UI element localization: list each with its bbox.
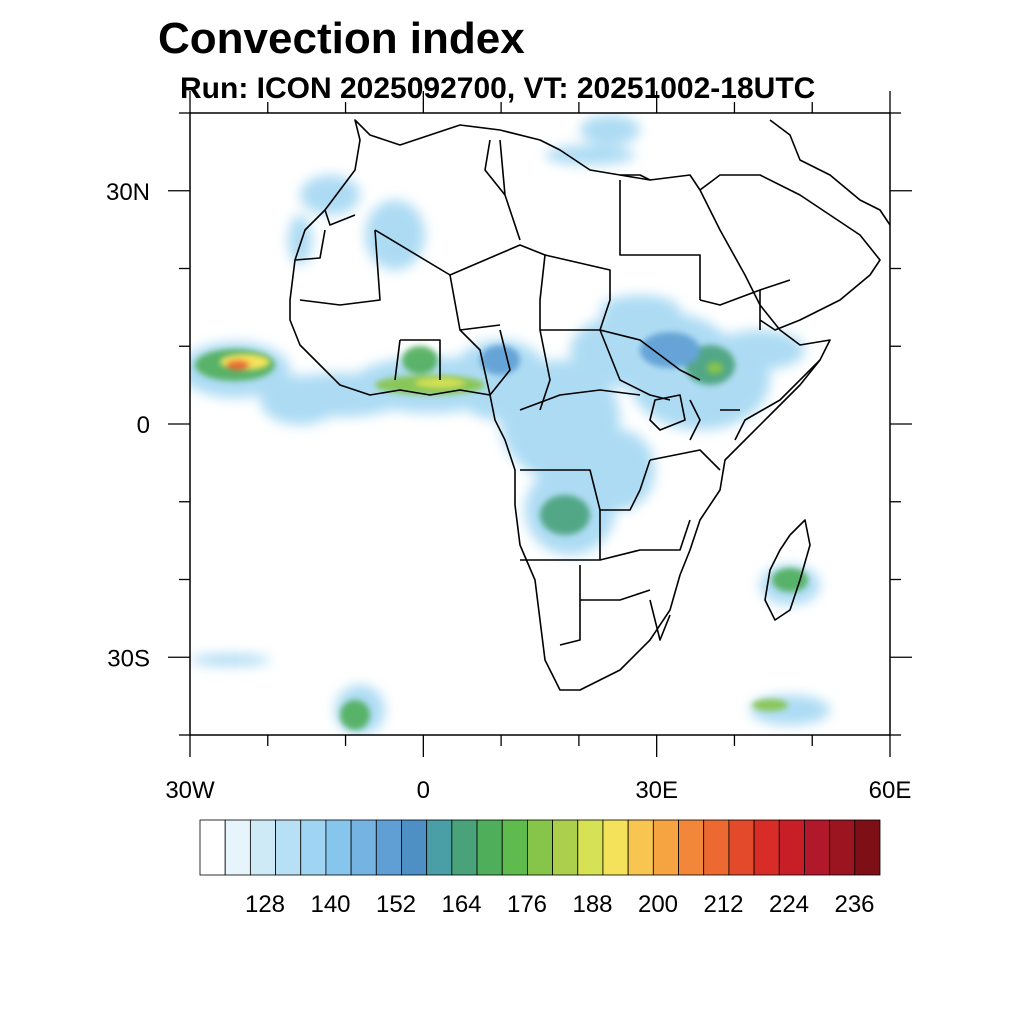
y-tick-label: 30N bbox=[106, 179, 150, 206]
x-tick-label: 0 bbox=[417, 777, 430, 804]
colorbar-swatch bbox=[577, 819, 604, 876]
colorbar-label: 176 bbox=[507, 891, 547, 918]
convection-field bbox=[190, 115, 830, 735]
y-tick-label: 30S bbox=[107, 645, 150, 672]
colorbar-swatch bbox=[627, 819, 654, 876]
colorbar-label: 140 bbox=[310, 891, 350, 918]
colorbar-swatch bbox=[652, 819, 679, 876]
colorbar-label: 128 bbox=[245, 891, 285, 918]
colorbar-swatch bbox=[501, 819, 528, 876]
colorbar-label: 152 bbox=[376, 891, 416, 918]
colorbar-swatch bbox=[199, 819, 226, 876]
colorbar-swatch bbox=[350, 819, 377, 876]
colorbar-label: 224 bbox=[769, 891, 809, 918]
axes: 30W 0 30E 60E 30N 0 30S bbox=[106, 91, 912, 804]
colorbar-label: 188 bbox=[572, 891, 612, 918]
colorbar-label: 200 bbox=[638, 891, 678, 918]
convection-high bbox=[220, 354, 723, 388]
coastlines bbox=[289, 119, 890, 691]
colorbar-swatch bbox=[829, 819, 856, 876]
colorbar-swatch bbox=[451, 819, 478, 876]
chart-subtitle: Run: ICON 2025092700, VT: 20251002-18UTC bbox=[180, 72, 816, 105]
colorbar-swatch bbox=[401, 819, 428, 876]
x-tick-label: 30E bbox=[635, 777, 678, 804]
colorbar-swatch bbox=[476, 819, 503, 876]
colorbar-swatch bbox=[678, 819, 705, 876]
colorbar-label: 212 bbox=[703, 891, 743, 918]
colorbar-swatch bbox=[275, 819, 302, 876]
colorbar-swatch bbox=[325, 819, 352, 876]
colorbar-swatch bbox=[804, 819, 831, 876]
colorbar: 128 140 152 164 176 188 200 212 224 236 bbox=[199, 819, 881, 918]
colorbar-label: 164 bbox=[441, 891, 481, 918]
colorbar-swatch bbox=[300, 819, 327, 876]
colorbar-swatch bbox=[778, 819, 805, 876]
colorbar-swatch bbox=[426, 819, 453, 876]
colorbar-label: 236 bbox=[834, 891, 874, 918]
colorbar-swatch bbox=[854, 819, 881, 876]
chart-title: Convection index bbox=[158, 14, 525, 63]
colorbar-swatch bbox=[602, 819, 629, 876]
x-tick-label: 60E bbox=[869, 777, 912, 804]
colorbar-swatch bbox=[249, 819, 276, 876]
colorbar-swatch bbox=[224, 819, 251, 876]
colorbar-swatch bbox=[375, 819, 402, 876]
colorbar-swatch bbox=[728, 819, 755, 876]
convection-low bbox=[190, 115, 830, 735]
colorbar-swatch bbox=[527, 819, 553, 876]
colorbar-swatch bbox=[703, 819, 730, 876]
colorbar-swatch bbox=[552, 819, 579, 876]
y-tick-label: 0 bbox=[137, 412, 150, 439]
x-tick-label: 30W bbox=[165, 777, 215, 804]
colorbar-swatch bbox=[753, 819, 780, 876]
